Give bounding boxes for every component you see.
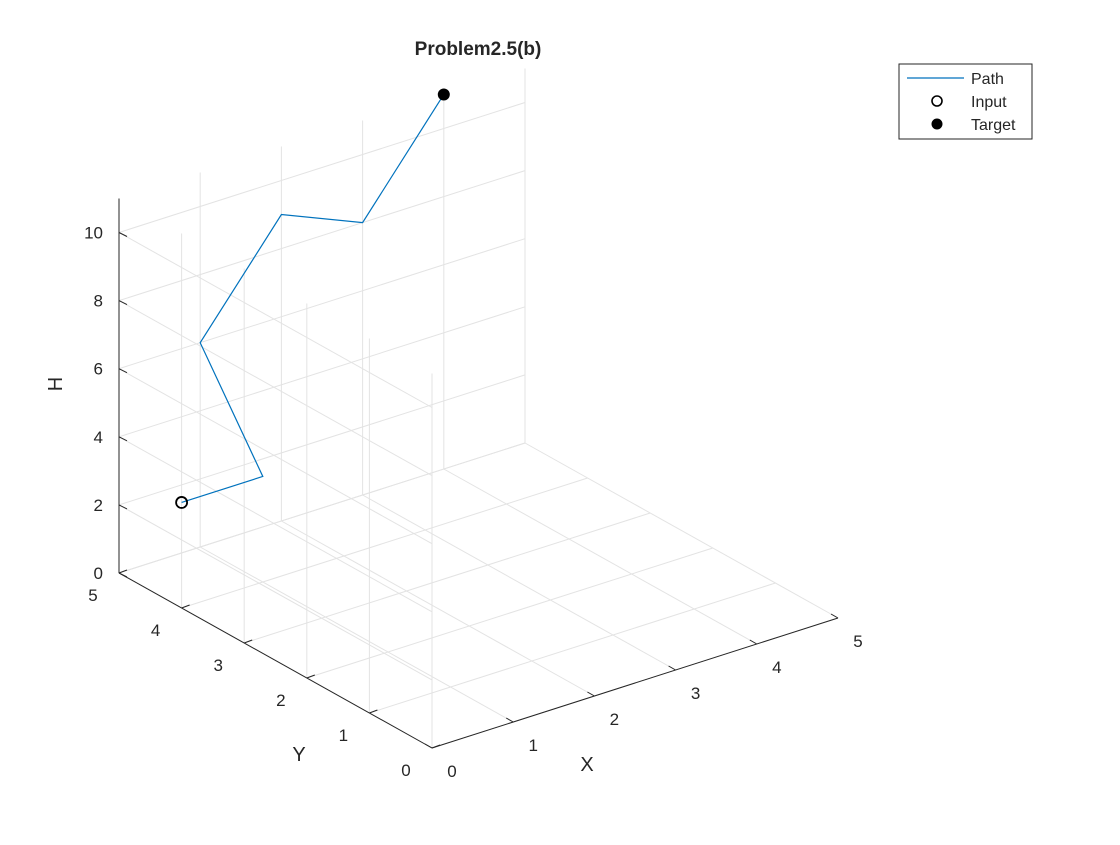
y-axis-line	[118, 572, 433, 749]
series	[175, 88, 450, 509]
x-tick-label: 2	[610, 710, 619, 729]
grid-line	[118, 238, 526, 370]
grid-line	[118, 368, 433, 545]
x-axis-label: X	[580, 754, 593, 776]
x-tick-label: 3	[691, 684, 700, 703]
z-tick	[118, 368, 128, 374]
y-tick	[118, 569, 128, 574]
x-axis-line	[431, 617, 839, 749]
legend-target-swatch	[931, 118, 943, 130]
x-tick-label: 4	[772, 658, 781, 677]
z-tick-label: 6	[94, 360, 103, 379]
grid-line	[524, 442, 839, 619]
grid-line	[181, 477, 588, 609]
grid-line	[306, 547, 713, 679]
grid	[118, 68, 839, 749]
z-tick	[118, 436, 128, 442]
y-tick-label: 0	[401, 761, 410, 780]
grid-line	[118, 504, 433, 681]
grid-line	[118, 300, 433, 477]
grid-line	[118, 102, 526, 233]
z-tick-label: 10	[84, 224, 103, 243]
grid-line	[369, 582, 776, 714]
y-tick-label: 3	[213, 656, 222, 675]
y-tick	[369, 709, 378, 714]
legend-path-label: Path	[971, 71, 1004, 88]
path-line	[181, 94, 445, 504]
y-tick-label: 5	[88, 586, 97, 605]
grid-line	[118, 374, 526, 506]
z-axis-label: H	[45, 377, 67, 391]
x-tick-label: 5	[853, 632, 862, 651]
y-tick	[244, 639, 253, 644]
legend[interactable]: Path Input Target	[898, 63, 1033, 140]
legend-input-swatch	[931, 95, 943, 107]
grid-line	[443, 468, 758, 645]
x-tick	[749, 639, 758, 645]
y-tick-label: 4	[151, 621, 160, 640]
grid-line	[118, 170, 526, 302]
y-tick	[181, 604, 190, 609]
legend-input-label: Input	[971, 94, 1007, 111]
grid-line	[118, 306, 526, 438]
y-tick	[306, 674, 315, 679]
axes	[118, 198, 839, 749]
x-tick	[587, 691, 595, 697]
z-tick	[118, 572, 128, 578]
y-tick-label: 1	[339, 726, 348, 745]
z-tick-label: 0	[94, 564, 103, 583]
y-tick	[431, 744, 441, 749]
target-marker	[437, 88, 450, 101]
grid-line	[244, 512, 651, 644]
x-tick	[668, 665, 676, 671]
z-tick-label: 2	[94, 496, 103, 515]
x-tick	[830, 613, 839, 619]
x-tick-label: 1	[528, 736, 537, 755]
z-tick	[118, 504, 128, 510]
input-marker	[175, 496, 189, 509]
x-tick	[424, 743, 433, 749]
legend-target-label: Target	[971, 117, 1016, 134]
grid-line	[362, 494, 676, 671]
z-tick	[118, 232, 128, 237]
x-tick-label: 0	[447, 762, 456, 781]
z-tick-label: 8	[94, 292, 103, 311]
grid-line	[281, 520, 595, 697]
grid-line	[118, 232, 433, 408]
y-axis-label: Y	[292, 744, 305, 766]
y-tick-label: 2	[276, 691, 285, 710]
grid-line	[118, 442, 526, 574]
z-tick-label: 4	[94, 428, 103, 447]
legend-box	[898, 63, 1033, 140]
chart-title: Problem2.5(b)	[415, 39, 542, 60]
grid-line	[199, 546, 514, 723]
x-tick	[505, 717, 514, 723]
grid-line	[118, 436, 433, 613]
tick-labels: 0 1 2 3 4 5 0 1 2 3 4 5 0 2 4 6 8 10	[84, 224, 863, 782]
z-tick	[118, 300, 128, 306]
